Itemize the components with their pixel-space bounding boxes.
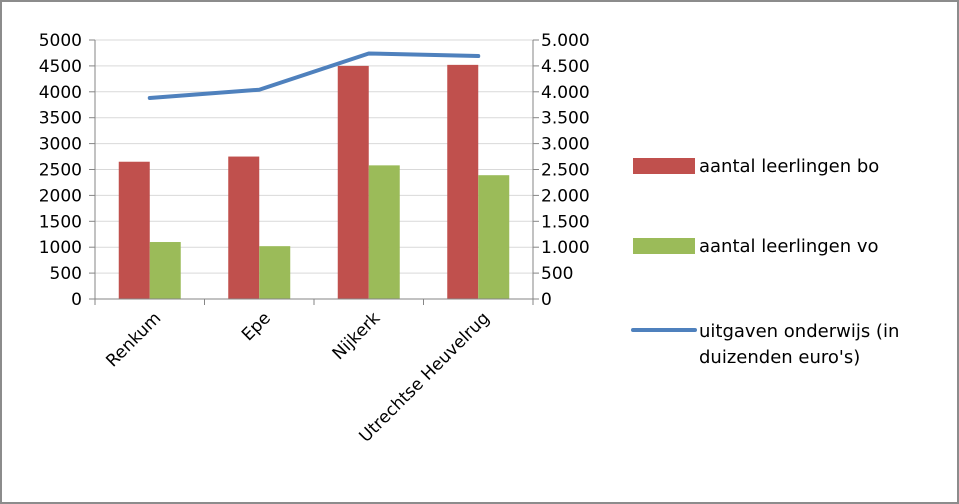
bar [447,64,479,299]
legend: aantal leerlingen bo aantal leerlingen vo… [631,156,899,368]
bar [149,242,181,299]
y-right-tick-label: 0 [541,290,552,310]
y-left-tick-label: 2500 [39,161,82,181]
line-series [147,51,481,101]
y-right-tick-label: 4.500 [541,57,590,77]
line-series-path [147,51,481,101]
y-left-tick-label: 3000 [39,135,82,155]
y-left-tick-label: 1500 [39,212,82,232]
y-right-tick-label: 1.000 [541,238,590,258]
y-left-tick-label: 4000 [39,83,82,103]
legend-label: uitgaven onderwijs (in [699,321,899,342]
y-right-tick-label: 3.500 [541,109,590,129]
y-right-tick-label: 2.500 [541,161,590,181]
y-left-tick-label: 1000 [39,238,82,258]
legend-swatch [633,158,695,174]
category-label: Epe [238,308,275,345]
bar [368,165,400,299]
category-label: Renkum [102,308,165,371]
y-right-tick-label: 5.000 [541,31,590,51]
y-left-tick-label: 5000 [39,31,82,51]
axes [89,39,539,305]
y-left-tick-label: 0 [71,290,82,310]
bar [228,156,260,299]
y-right-tick-label: 3.000 [541,135,590,155]
legend-label: duizenden euro's) [699,347,860,368]
y-right-tick-label: 1.500 [541,212,590,232]
bar [118,161,150,299]
y-left-tick-label: 4500 [39,57,82,77]
y-left-tick-label: 2000 [39,186,82,206]
category-label: Nijkerk [329,308,385,364]
y-right-tick-label: 4.000 [541,83,590,103]
legend-label: aantal leerlingen vo [699,236,879,257]
y-axis-left-ticks: 0 500 1000 1500 2000 2500 3000 3500 4000 4500 5000 [39,31,82,310]
bar [337,65,369,300]
bars [118,64,510,300]
y-left-tick-label: 500 [50,264,82,284]
legend-swatch [633,238,695,254]
legend-label: aantal leerlingen bo [699,156,879,177]
y-right-tick-label: 500 [541,264,573,284]
y-left-tick-label: 3500 [39,109,82,129]
y-axis-right-ticks: 0 500 1.000 1.500 2.000 2.500 3.000 3.500 4.000 4… [541,31,590,310]
bar [259,246,291,299]
y-right-tick-label: 2.000 [541,186,590,206]
bar [478,175,510,299]
